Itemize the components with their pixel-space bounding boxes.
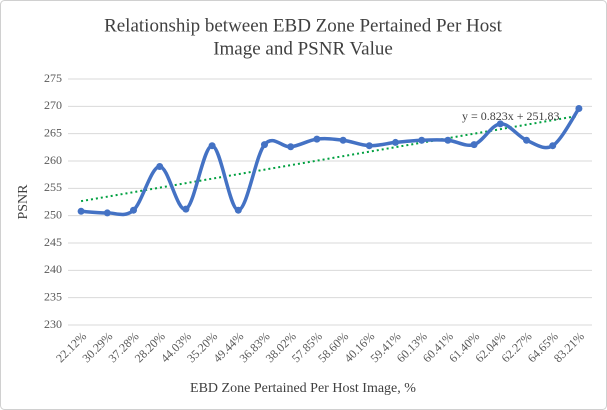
x-axis-title: EBD Zone Pertained Per Host Image, %: [190, 381, 416, 396]
data-point: [208, 142, 216, 150]
data-point: [523, 136, 530, 144]
data-line: [80, 107, 581, 217]
trendline-equation: y = 0.823x + 251.83: [462, 109, 560, 123]
data-point: [313, 135, 321, 143]
data-point: [365, 142, 373, 150]
data-point: [103, 209, 111, 217]
chart-title: Relationship between EBD Zone Pertained …: [104, 15, 503, 36]
chart-title: Image and PSNR Value: [213, 38, 393, 59]
data-point: [234, 206, 242, 214]
y-tick-label: 235: [44, 289, 62, 303]
trendline: [80, 114, 580, 203]
data-point: [418, 136, 426, 144]
y-axis-title: PSNR: [16, 184, 31, 220]
y-tick-label: 230: [44, 317, 62, 331]
data-point: [339, 136, 347, 144]
y-tick-label: 275: [44, 71, 62, 85]
data-point: [496, 120, 504, 128]
data-point: [182, 205, 190, 213]
data-point: [575, 105, 583, 113]
data-point: [549, 142, 557, 150]
data-point: [77, 207, 85, 215]
y-tick-label: 260: [44, 153, 62, 167]
y-tick-label: 265: [44, 125, 62, 139]
data-point: [130, 206, 137, 214]
y-tick-label: 250: [44, 207, 62, 221]
data-point: [444, 136, 452, 144]
data-point: [392, 138, 399, 146]
data-point: [156, 162, 164, 170]
data-point: [287, 143, 295, 151]
y-tick-label: 270: [44, 98, 62, 112]
y-tick-label: 240: [44, 262, 62, 276]
y-tick-label: 245: [44, 235, 62, 249]
y-tick-label: 255: [44, 180, 62, 194]
data-point: [261, 141, 268, 149]
data-point: [470, 141, 478, 149]
